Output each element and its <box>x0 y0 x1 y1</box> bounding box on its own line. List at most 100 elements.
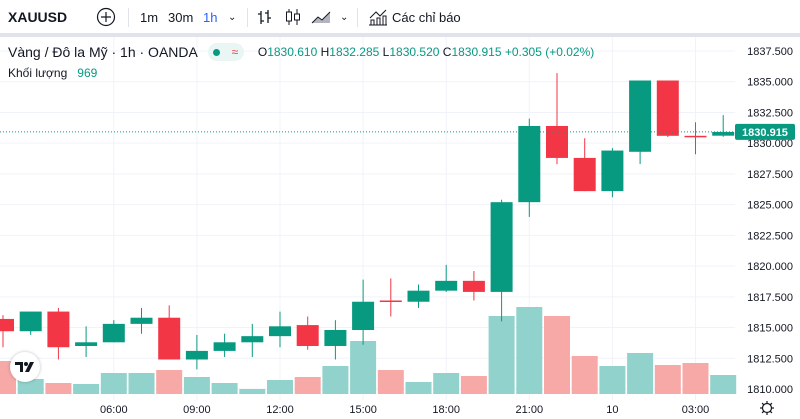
price-chart[interactable]: 1837.500 1835.000 1832.500 1830.000 1827.500… <box>0 37 800 419</box>
candle <box>0 315 14 348</box>
candle <box>241 323 264 358</box>
candle <box>546 73 568 165</box>
volume-bar <box>544 316 570 394</box>
candle <box>213 333 236 358</box>
price-tick-label: 1835.000 <box>747 77 793 89</box>
candle <box>684 122 707 155</box>
divider <box>357 8 358 27</box>
interval-30m[interactable]: 30m <box>168 9 194 25</box>
price-tick-label: 1812.500 <box>747 353 793 365</box>
gear-ring <box>761 402 773 414</box>
volume-bar <box>433 373 460 394</box>
volume-bar <box>100 373 127 394</box>
candle <box>490 199 513 322</box>
settings-gear-icon[interactable] <box>760 401 774 415</box>
time-tick-label: 09:00 <box>183 404 211 416</box>
top-toolbar: XAUUSD 1m 30m 1h ⌄ ⌄ Các chỉ báo <box>0 0 800 34</box>
compare-symbol-button[interactable] <box>96 0 116 34</box>
candle <box>269 311 291 348</box>
candle-body <box>712 131 735 136</box>
toolbar-separator <box>0 33 800 37</box>
candle-body <box>269 326 291 337</box>
candle-body <box>573 157 596 192</box>
candle <box>573 138 596 192</box>
indicators-icon <box>369 9 387 26</box>
candle-body <box>379 300 402 303</box>
price-tick-label: 1832.500 <box>747 107 793 119</box>
candle <box>435 264 458 292</box>
interval-1m[interactable]: 1m <box>140 9 159 25</box>
volume-bar <box>128 373 155 394</box>
last-price-badge <box>735 123 795 140</box>
candle-chart-type-button[interactable] <box>285 0 301 34</box>
open-value: 1830.610 <box>267 45 318 59</box>
price-tick-label: 1825.000 <box>747 200 793 212</box>
interval-1h[interactable]: 1h <box>203 9 218 25</box>
area-chart-type-button[interactable] <box>311 0 331 34</box>
gear-tooth <box>769 410 773 414</box>
candle-body <box>462 280 485 292</box>
market-status-badge[interactable]: ≈ <box>207 43 244 61</box>
chart-type-chevron-down-icon[interactable]: ⌄ <box>340 11 349 23</box>
candle <box>47 307 70 360</box>
volume-bar <box>488 316 515 394</box>
candle-body <box>158 317 181 360</box>
candle <box>324 320 347 360</box>
bar-chart-type-button[interactable] <box>257 0 273 34</box>
volume-label: Khối lượng <box>8 66 68 80</box>
change-value: +0.305 (+0.02%) <box>504 45 595 59</box>
indicators-label: Các chỉ báo <box>392 9 461 25</box>
volume-bar <box>322 366 349 394</box>
candle-body <box>601 150 624 192</box>
time-tick-label: 03:00 <box>682 404 710 416</box>
price-tick-label: 1830.000 <box>747 138 793 150</box>
candle-body <box>656 80 679 136</box>
candle <box>601 148 624 198</box>
time-tick-label: 21:00 <box>516 404 544 416</box>
candle-body <box>47 311 70 348</box>
volume-bar <box>599 366 626 394</box>
candle <box>629 80 652 165</box>
candle <box>407 284 430 308</box>
candle <box>379 278 402 317</box>
price-tick-label: 1817.500 <box>747 292 793 304</box>
candle-body <box>130 317 153 324</box>
volume-bar <box>571 356 598 394</box>
candle-body <box>490 202 513 292</box>
divider <box>128 8 129 27</box>
tradingview-logo[interactable] <box>10 352 40 382</box>
candle <box>296 316 319 350</box>
volume-bar <box>654 365 681 394</box>
time-tick-label: 12:00 <box>266 404 294 416</box>
time-tick-label: 06:00 <box>100 404 128 416</box>
candle-body <box>518 125 541 203</box>
symbol-name[interactable]: XAUUSD <box>8 9 68 25</box>
gear-tooth <box>761 410 765 414</box>
volume-bar <box>239 389 266 394</box>
indicators-button[interactable]: Các chỉ báo <box>368 0 461 34</box>
candle-body <box>185 350 208 360</box>
candle-body <box>296 325 319 346</box>
price-tick-label: 1827.500 <box>747 169 793 181</box>
volume-bar <box>377 370 404 394</box>
time-tick-label: 10 <box>606 404 618 416</box>
high-value: 1832.285 <box>329 45 380 59</box>
interval-chevron-down-icon[interactable]: ⌄ <box>228 11 237 23</box>
volume-bar <box>710 375 737 394</box>
price-tick-label: 1820.000 <box>747 261 793 273</box>
volume-bar <box>45 383 72 394</box>
price-tick-label: 1810.000 <box>747 384 793 396</box>
volume-bar <box>682 363 709 394</box>
volume-bar <box>405 382 432 394</box>
volume-bar <box>183 377 210 394</box>
candle-body <box>19 311 42 332</box>
candle <box>158 305 181 360</box>
candle-body <box>0 318 14 332</box>
candle-body <box>352 301 375 331</box>
candle <box>352 279 375 345</box>
chart-legend: Vàng / Đô la Mỹ · 1h · OANDA ≈ O1830.610… <box>8 43 594 61</box>
series-title: Vàng / Đô la Mỹ · 1h · OANDA <box>8 44 198 60</box>
volume-bar <box>73 384 100 394</box>
gear-tooth <box>761 402 765 406</box>
candle <box>19 311 42 335</box>
